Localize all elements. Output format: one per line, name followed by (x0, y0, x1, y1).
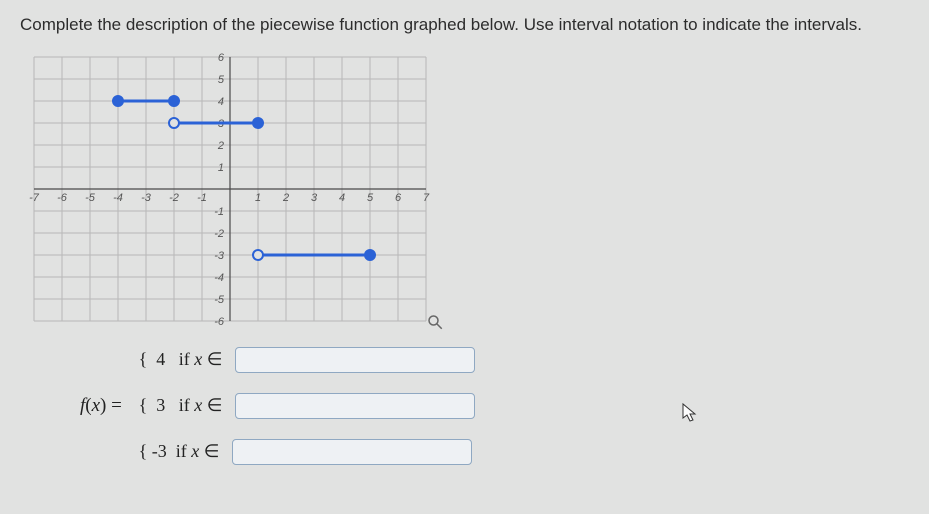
svg-text:6: 6 (218, 52, 225, 64)
svg-text:4: 4 (339, 192, 345, 204)
svg-text:2: 2 (282, 192, 289, 204)
piece-text: { -3 if x ∈ (139, 441, 224, 462)
interval-input-3[interactable] (232, 439, 472, 465)
piece-row: { 4 if x ∈ (139, 345, 475, 375)
svg-text:-3: -3 (214, 250, 225, 262)
svg-text:6: 6 (395, 192, 402, 204)
piece-rows: { 4 if x ∈ { 3 if x ∈ { -3 if x ∈ (139, 345, 475, 467)
svg-text:-2: -2 (214, 228, 224, 240)
interval-input-2[interactable] (235, 393, 475, 419)
piece-text: { 3 if x ∈ (139, 395, 227, 416)
zoom-icon[interactable] (426, 313, 444, 331)
function-label: f(x) = (80, 395, 127, 417)
svg-text:7: 7 (423, 192, 430, 204)
piece-row: { -3 if x ∈ (139, 437, 475, 467)
interval-input-1[interactable] (235, 347, 475, 373)
svg-text:3: 3 (311, 192, 318, 204)
svg-text:5: 5 (218, 74, 225, 86)
svg-text:-2: -2 (169, 192, 179, 204)
svg-text:-7: -7 (29, 192, 40, 204)
piece-row: { 3 if x ∈ (139, 391, 475, 421)
svg-text:-4: -4 (113, 192, 123, 204)
svg-text:4: 4 (218, 96, 224, 108)
svg-text:-1: -1 (214, 206, 224, 218)
svg-text:-6: -6 (214, 316, 225, 327)
svg-text:-5: -5 (85, 192, 96, 204)
piece-text: { 4 if x ∈ (139, 349, 227, 370)
graph-container: -7-6-5-4-3-2-11234567-6-5-4-3-2-1123456 (20, 51, 440, 327)
piecewise-definition: f(x) = { 4 if x ∈ { 3 if x ∈ { -3 if x ∈ (80, 345, 909, 467)
svg-text:-1: -1 (197, 192, 207, 204)
question-prompt: Complete the description of the piecewis… (20, 14, 909, 37)
svg-text:-3: -3 (141, 192, 152, 204)
svg-text:1: 1 (255, 192, 261, 204)
svg-text:5: 5 (367, 192, 374, 204)
svg-text:1: 1 (218, 162, 224, 174)
cursor-icon (681, 402, 699, 424)
svg-text:-4: -4 (214, 272, 224, 284)
svg-text:-5: -5 (214, 294, 225, 306)
graph-svg: -7-6-5-4-3-2-11234567-6-5-4-3-2-1123456 (20, 51, 440, 327)
svg-text:2: 2 (217, 140, 224, 152)
svg-text:-6: -6 (57, 192, 68, 204)
